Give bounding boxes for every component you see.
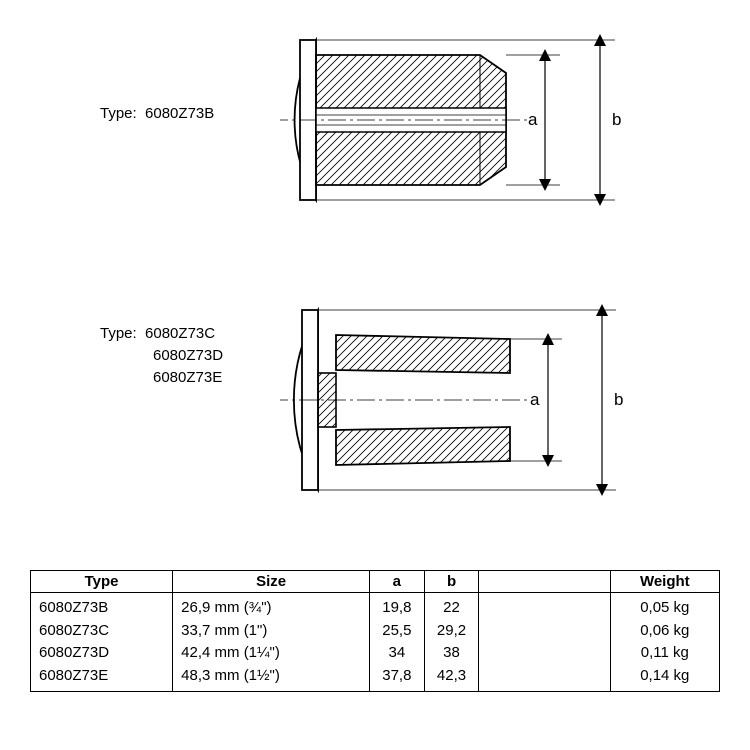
diagram-top bbox=[280, 20, 700, 220]
table-row: 6080Z73B 6080Z73C 6080Z73D 6080Z73E26,9 … bbox=[31, 593, 720, 692]
dim-a-label-top: a bbox=[528, 110, 537, 130]
diagram-bot bbox=[280, 295, 700, 505]
type-code-top: 6080Z73B bbox=[145, 105, 214, 122]
table-cell: 0,05 kg 0,06 kg 0,11 kg 0,14 kg bbox=[610, 593, 719, 692]
spec-table-container: Type Size a b Weight 6080Z73B 6080Z73C 6… bbox=[30, 570, 720, 692]
dim-a-label-bot: a bbox=[530, 390, 539, 410]
dim-b-label-top: b bbox=[612, 110, 621, 130]
col-blank bbox=[479, 571, 610, 593]
type-prefix-2: Type: bbox=[100, 325, 137, 342]
table-cell: 6080Z73B 6080Z73C 6080Z73D 6080Z73E bbox=[31, 593, 173, 692]
col-b: b bbox=[424, 571, 479, 593]
type-code-c: 6080Z73C bbox=[145, 325, 215, 342]
table-cell: 22 29,2 38 42,3 bbox=[424, 593, 479, 692]
table-header-row: Type Size a b Weight bbox=[31, 571, 720, 593]
table-cell bbox=[479, 593, 610, 692]
dim-b-label-bot: b bbox=[614, 390, 623, 410]
type-code-e: 6080Z73E bbox=[153, 369, 222, 386]
drawing-area: Type: 6080Z73B bbox=[0, 0, 750, 560]
col-type: Type bbox=[31, 571, 173, 593]
col-weight: Weight bbox=[610, 571, 719, 593]
type-label-bot: Type: 6080Z73C bbox=[100, 325, 215, 342]
table-cell: 19,8 25,5 34 37,8 bbox=[370, 593, 425, 692]
type-prefix: Type: bbox=[100, 105, 137, 122]
spec-table: Type Size a b Weight 6080Z73B 6080Z73C 6… bbox=[30, 570, 720, 692]
col-size: Size bbox=[173, 571, 370, 593]
type-label-top: Type: 6080Z73B bbox=[100, 105, 214, 122]
col-a: a bbox=[370, 571, 425, 593]
table-body: 6080Z73B 6080Z73C 6080Z73D 6080Z73E26,9 … bbox=[31, 593, 720, 692]
table-cell: 26,9 mm (¾") 33,7 mm (1") 42,4 mm (1¼") … bbox=[173, 593, 370, 692]
type-code-d: 6080Z73D bbox=[153, 347, 223, 364]
